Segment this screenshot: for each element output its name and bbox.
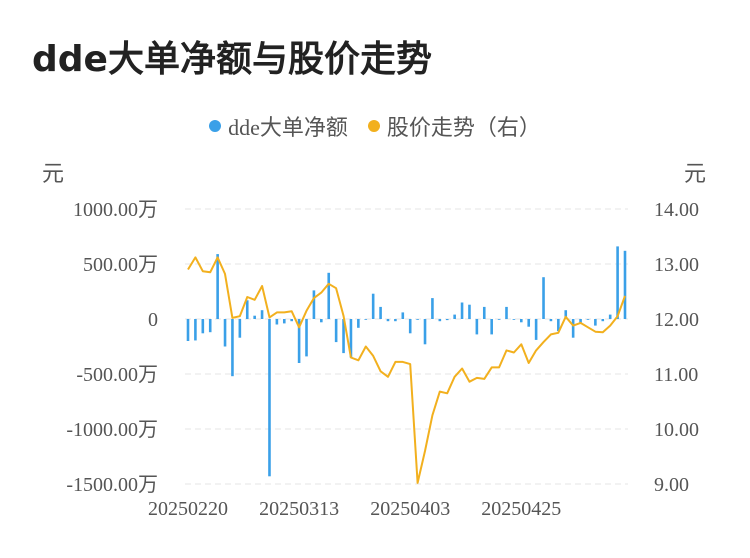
dde-bar [505, 306, 508, 319]
right-tick-label: 14.00 [654, 199, 699, 221]
right-tick-label: 10.00 [654, 419, 699, 441]
dde-bar [594, 319, 597, 326]
dde-bar [490, 319, 493, 335]
dde-bar [542, 277, 545, 319]
left-tick-label: -1500.00万 [66, 474, 158, 496]
dde-bar [482, 306, 486, 319]
left-tick-label: -1000.00万 [66, 419, 158, 441]
left-axis-unit: 元 [42, 161, 65, 186]
dde-bar [512, 319, 516, 320]
dde-bar [468, 304, 471, 319]
right-axis-unit: 元 [684, 161, 707, 186]
dde-bar [408, 319, 412, 334]
dde-bar [371, 293, 375, 319]
dde-bar [616, 246, 619, 319]
x-tick-label: 20250425 [481, 498, 561, 520]
dde-bar [497, 319, 501, 320]
dde-bar [253, 315, 256, 319]
left-tick-label: 1000.00万 [73, 199, 158, 221]
dde-bar [564, 310, 568, 319]
dde-bar [579, 319, 582, 324]
legend-item-price[interactable]: 股价走势（右） [367, 110, 541, 142]
dde-bar [297, 319, 301, 363]
dde-bar [520, 319, 523, 323]
chart-title: dde大单净额与股价走势 [32, 39, 432, 80]
legend-item-dde[interactable]: dde大单净额 [209, 110, 348, 142]
price-line [187, 256, 626, 484]
right-tick-label: 13.00 [654, 254, 699, 276]
dde-bar [534, 319, 538, 340]
legend-label-dde: dde大单净额 [228, 115, 348, 140]
dde-bar [431, 298, 434, 319]
left-tick-label: 0 [148, 309, 158, 331]
x-tick-label: 20250313 [259, 498, 339, 520]
left-tick-label: -500.00万 [76, 364, 158, 386]
dde-bar [527, 319, 531, 327]
dde-bar [312, 290, 316, 319]
dde-bar [608, 314, 612, 319]
dde-bar [275, 319, 279, 325]
dde-bar [216, 254, 219, 319]
dde-bar [327, 272, 331, 319]
dde-bar [334, 319, 338, 343]
dde-bar [571, 319, 575, 338]
legend-label-price: 股价走势（右） [386, 115, 541, 140]
dde-bar [549, 319, 553, 322]
dde-bar [357, 319, 360, 328]
x-tick-label: 20250220 [148, 498, 228, 520]
dde-bar [201, 319, 205, 334]
dde-bar [379, 306, 382, 319]
dde-bar [238, 319, 242, 338]
dde-bar [305, 319, 308, 357]
dde-bar [231, 319, 234, 377]
dde-bar [268, 319, 271, 477]
left-tick-label: 500.00万 [83, 254, 158, 276]
dde-bar [386, 319, 390, 322]
right-tick-label: 12.00 [654, 309, 699, 331]
dde-bar [364, 319, 368, 320]
dde-bar [401, 312, 405, 319]
dde-bar [349, 319, 353, 358]
dde-bar [475, 319, 479, 335]
dde-bar [460, 302, 464, 319]
dde-bar [423, 319, 427, 345]
dde-bar [223, 319, 227, 347]
legend-dot-price-icon [367, 120, 380, 132]
dde-bar [194, 319, 197, 341]
dde-bar [601, 319, 605, 322]
right-tick-label: 11.00 [654, 364, 698, 386]
dde-bar [282, 319, 286, 324]
dde-bar [557, 319, 560, 332]
dde-bar [416, 319, 419, 320]
dde-bar [260, 310, 264, 319]
dde-bar [208, 319, 212, 333]
legend-dot-dde-icon [209, 120, 222, 132]
dde-bar [445, 319, 449, 321]
dde-bar [623, 250, 627, 319]
dde-bar [290, 319, 293, 322]
dde-bar [342, 319, 345, 354]
dde-bar [453, 314, 456, 319]
dde-bar [245, 300, 249, 319]
legend: dde大单净额 股价走势（右） [0, 110, 750, 142]
dde-bar [186, 319, 190, 341]
dde-bar [586, 319, 590, 320]
dde-bar [320, 319, 323, 323]
right-tick-label: 9.00 [654, 474, 689, 496]
dde-bar [438, 319, 442, 322]
x-tick-label: 20250403 [370, 498, 450, 520]
dde-bar [394, 319, 397, 322]
